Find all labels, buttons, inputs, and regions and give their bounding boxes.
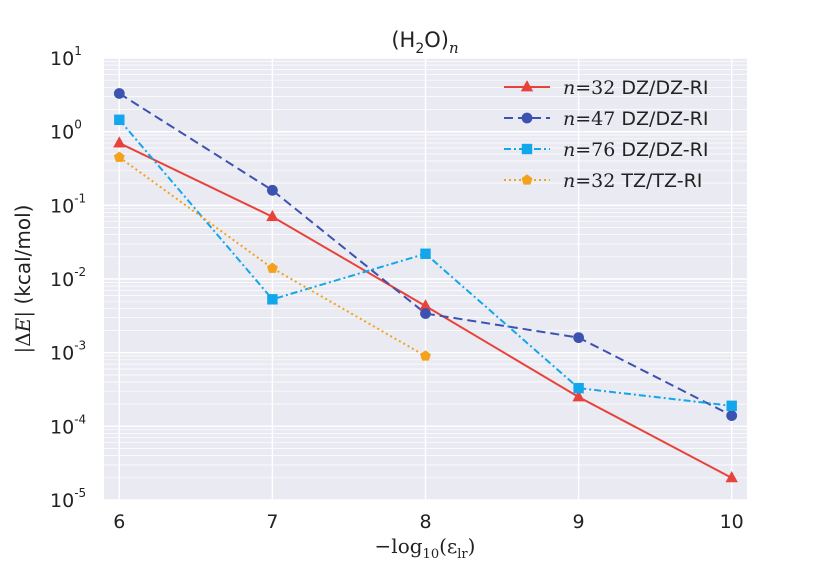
x-tick-label: 9: [573, 511, 585, 533]
data-point-series-3: [114, 114, 125, 125]
data-point-series-3: [267, 294, 278, 305]
data-point-series-2: [267, 184, 278, 196]
legend-label-2: n=47 DZ/DZ-RI: [563, 108, 708, 130]
data-point-series-1: [572, 390, 585, 402]
x-tick-label: 8: [419, 511, 431, 533]
y-tick-label: 10-5: [50, 486, 86, 512]
data-point-series-1: [113, 136, 126, 148]
x-axis-label: −log10(εlr): [375, 534, 476, 562]
x-tick-label: 7: [266, 511, 278, 533]
data-point-series-4: [420, 350, 431, 361]
x-tick-labels: 6 7 8 9 10: [113, 511, 744, 533]
legend-marker-3: [521, 143, 533, 155]
data-point-series-2: [113, 88, 125, 99]
data-point-series-2: [420, 308, 431, 319]
y-tick-labels: 101 100 10-1 10-2 10-3 10-4 10-5: [50, 44, 86, 512]
y-tick-label: 10-1: [50, 191, 86, 217]
data-point-series-3: [726, 400, 737, 411]
data-point-series-2: [573, 332, 584, 344]
legend-label-3: n=76 DZ/DZ-RI: [563, 139, 708, 161]
series-line-2: [118, 92, 733, 417]
legend-marker-2: [521, 112, 533, 124]
x-tick-label: 10: [720, 511, 744, 533]
y-tick-label: 101: [50, 44, 82, 70]
y-tick-label: 10-2: [50, 265, 86, 291]
x-tick-label: 6: [113, 511, 125, 533]
series-line-4: [118, 156, 426, 357]
chart-title: (H2O)n: [391, 28, 458, 57]
legend-label-4: n=32 TZ/TZ-RI: [563, 170, 702, 192]
y-axis-label: |ΔE| (kcal/mol): [11, 205, 36, 354]
y-tick-label: 10-3: [50, 339, 86, 365]
legend-label-1: n=32 DZ/DZ-RI: [563, 77, 708, 99]
data-point-series-1: [725, 470, 738, 483]
series-markers: [113, 88, 738, 483]
y-tick-label: 100: [50, 118, 82, 144]
data-point-series-3: [573, 382, 584, 394]
data-point-series-4: [113, 151, 125, 162]
y-tick-label: 10-4: [50, 412, 86, 438]
data-point-series-2: [726, 410, 738, 421]
data-point-series-4: [266, 262, 278, 273]
grid: [104, 57, 747, 501]
data-point-series-1: [266, 209, 279, 222]
legend-marker-4: [521, 174, 533, 185]
data-point-series-3: [420, 248, 431, 259]
legend-marker-1: [520, 80, 534, 92]
legend: n=32 DZ/DZ-RI n=47 DZ/DZ-RI n=76 DZ/DZ-RI n…: [504, 77, 708, 192]
